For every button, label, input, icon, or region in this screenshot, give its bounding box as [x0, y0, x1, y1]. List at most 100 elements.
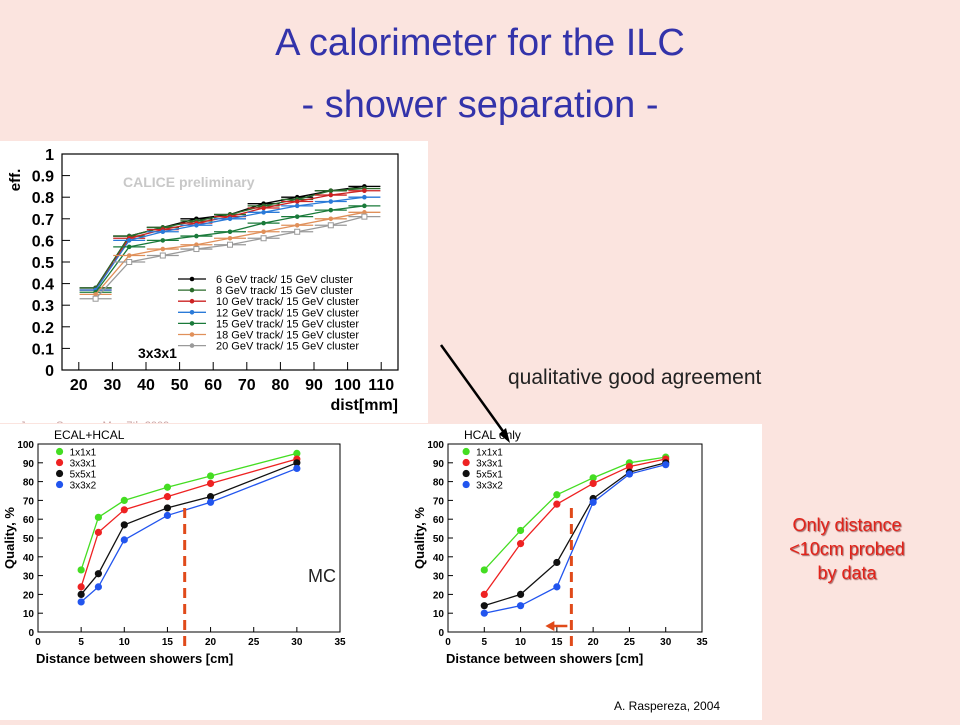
calice-data-point: [261, 229, 266, 235]
calice-y-tick-label: 0.7: [32, 212, 54, 229]
hcal-only-x-tick-label: 25: [624, 637, 636, 648]
hcal-only-x-tick-label: 15: [551, 637, 563, 648]
calice-y-tick-label: 0.4: [32, 277, 54, 294]
calice-legend-marker: [189, 276, 195, 282]
hcal-only-data-point: [589, 479, 597, 488]
ecal-hcal-y-tick-label: 50: [23, 534, 35, 545]
ecal-hcal-series-2: [77, 459, 301, 598]
mc-quality-plots: ECAL+HCAL 0 10 20 30 40 50 60 70 80 90 100 0 5 10 15 20 2…: [0, 424, 762, 720]
ecal-hcal-y-tick-label: 80: [23, 478, 35, 489]
mc-annotation: MC: [308, 566, 336, 586]
ecal-hcal-data-point: [120, 506, 128, 514]
calice-x-tick-label: 90: [305, 377, 323, 394]
hcal-only-data-point: [516, 590, 525, 598]
calice-y-axis-label: eff.: [7, 169, 24, 192]
calice-footer-text: Jesper Samson, May 7th 2009: [20, 420, 169, 423]
hcal-only-legend-label: 3x3x1: [476, 459, 503, 470]
ecal-hcal-data-point: [94, 570, 102, 578]
ecal-hcal-data-point: [163, 504, 172, 512]
hcal-only-series-line: [483, 458, 666, 595]
ecal-hcal-y-tick-label: 20: [23, 590, 35, 601]
calice-y-tick-label: 0.2: [32, 320, 54, 337]
ecal-hcal-data-point: [163, 493, 172, 501]
hcal-only-data-point: [516, 526, 525, 535]
ecal-hcal-data-point: [77, 583, 85, 591]
calice-efficiency-svg: 0 0.1 0.2 0.3 0.4 0.5 0.6 0.7 0.8 0.9 1 20 30 40 50 60 7…: [7, 147, 399, 432]
calice-legend-label: 8 GeV track/ 15 GeV cluster: [216, 285, 353, 297]
ecal-hcal-y-tick-label: 100: [17, 440, 34, 451]
calice-data-point: [160, 238, 166, 243]
hcal-only-data-point: [553, 491, 561, 499]
ecal-hcal-data-point: [293, 459, 301, 467]
ecal-hcal-data-point: [120, 536, 128, 544]
hcal-only-data-point: [553, 500, 561, 508]
calice-data-point: [327, 222, 334, 229]
calice-x-tick-label: 40: [137, 377, 155, 394]
ecal-hcal-series-0: [77, 449, 301, 574]
calice-data-point: [126, 259, 133, 265]
calice-efficiency-plot: 0 0.1 0.2 0.3 0.4 0.5 0.6 0.7 0.8 0.9 1 20 30 40 50 60 7…: [0, 141, 428, 432]
calice-series-4: [79, 203, 381, 295]
hcal-only-legend-marker: [462, 447, 470, 456]
ecal-hcal-data-point: [293, 464, 301, 473]
calice-data-point: [260, 235, 267, 242]
hcal-only-data-point: [625, 470, 634, 478]
calice-x-tick-label: 110: [368, 377, 394, 394]
ecal-hcal-data-point: [163, 483, 172, 491]
hcal-only-y-axis-label: Quality, %: [412, 507, 427, 569]
ecal-hcal-data-point: [94, 528, 102, 536]
ecal-hcal-legend-marker: [55, 458, 64, 467]
calice-data-point: [328, 188, 334, 194]
calice-y-tick-label: 0.3: [32, 298, 54, 315]
probe-line-2: <10cm probed: [789, 539, 905, 559]
calice-x-tick-label: 100: [334, 377, 361, 394]
calice-data-point: [227, 241, 233, 248]
hcal-only-x-tick-label: 20: [588, 637, 600, 648]
calice-data-point: [126, 253, 132, 258]
hcal-only-series-line: [484, 462, 666, 607]
hcal-only-data-point: [480, 609, 488, 617]
ecal-hcal-y-tick-label: 30: [23, 572, 35, 583]
calice-data-point: [93, 292, 98, 297]
calice-x-tick-label: 60: [204, 377, 222, 394]
hcal-only-y-tick-label: 0: [438, 628, 444, 639]
hcal-only-y-tick-label: 30: [433, 572, 445, 583]
ecal-hcal-data-point: [206, 472, 215, 480]
hcal-only-x-tick-label: 10: [515, 637, 527, 648]
ecal-hcal-x-tick-label: 0: [35, 637, 41, 648]
calice-data-point: [362, 203, 367, 209]
calice-series-3: [79, 194, 381, 293]
slide-subtitle: - shower separation -: [301, 84, 659, 126]
calice-data-point: [261, 210, 266, 215]
calice-series-5: [79, 210, 381, 297]
calice-data-point: [328, 199, 334, 204]
hcal-only-data-point: [480, 602, 488, 610]
ecal-hcal-data-point: [77, 598, 85, 606]
calice-legend-label: 12 GeV track/ 15 GeV cluster: [216, 307, 359, 319]
calice-data-point: [328, 216, 334, 222]
hcal-only-title: HCAL only: [464, 428, 521, 442]
hcal-only-left-arrow-head: [545, 621, 555, 631]
calice-data-point: [194, 242, 199, 248]
ecal-hcal-x-tick-label: 15: [162, 637, 174, 648]
calice-plot-area: 0 0.1 0.2 0.3 0.4 0.5 0.6 0.7 0.8 0.9 1 20 30 40 50 60 7…: [7, 147, 399, 432]
calice-data-point: [194, 233, 199, 239]
calice-inner-label: 3x3x1: [138, 345, 177, 361]
hcal-only-x-tick-label: 0: [445, 637, 451, 648]
hcal-only-data-point: [553, 558, 561, 567]
calice-x-tick-label: 80: [272, 377, 290, 394]
ecal-hcal-x-tick-label: 5: [78, 637, 84, 648]
hcal-only-y-tick-label: 100: [427, 440, 444, 451]
calice-data-point: [160, 229, 166, 235]
ecal-hcal-legend-label: 3x3x1: [70, 459, 97, 470]
ecal-hcal-series-1: [77, 455, 301, 591]
hcal-only-data-point: [480, 590, 488, 598]
calice-data-point: [227, 216, 233, 222]
ecal-hcal-legend-marker: [55, 480, 64, 489]
calice-data-point: [159, 252, 166, 259]
ecal-hcal-y-tick-label: 0: [28, 628, 34, 639]
hcal-only-data-point: [480, 566, 488, 574]
calice-data-point: [294, 222, 300, 228]
ecal-hcal-legend-marker: [55, 447, 64, 456]
